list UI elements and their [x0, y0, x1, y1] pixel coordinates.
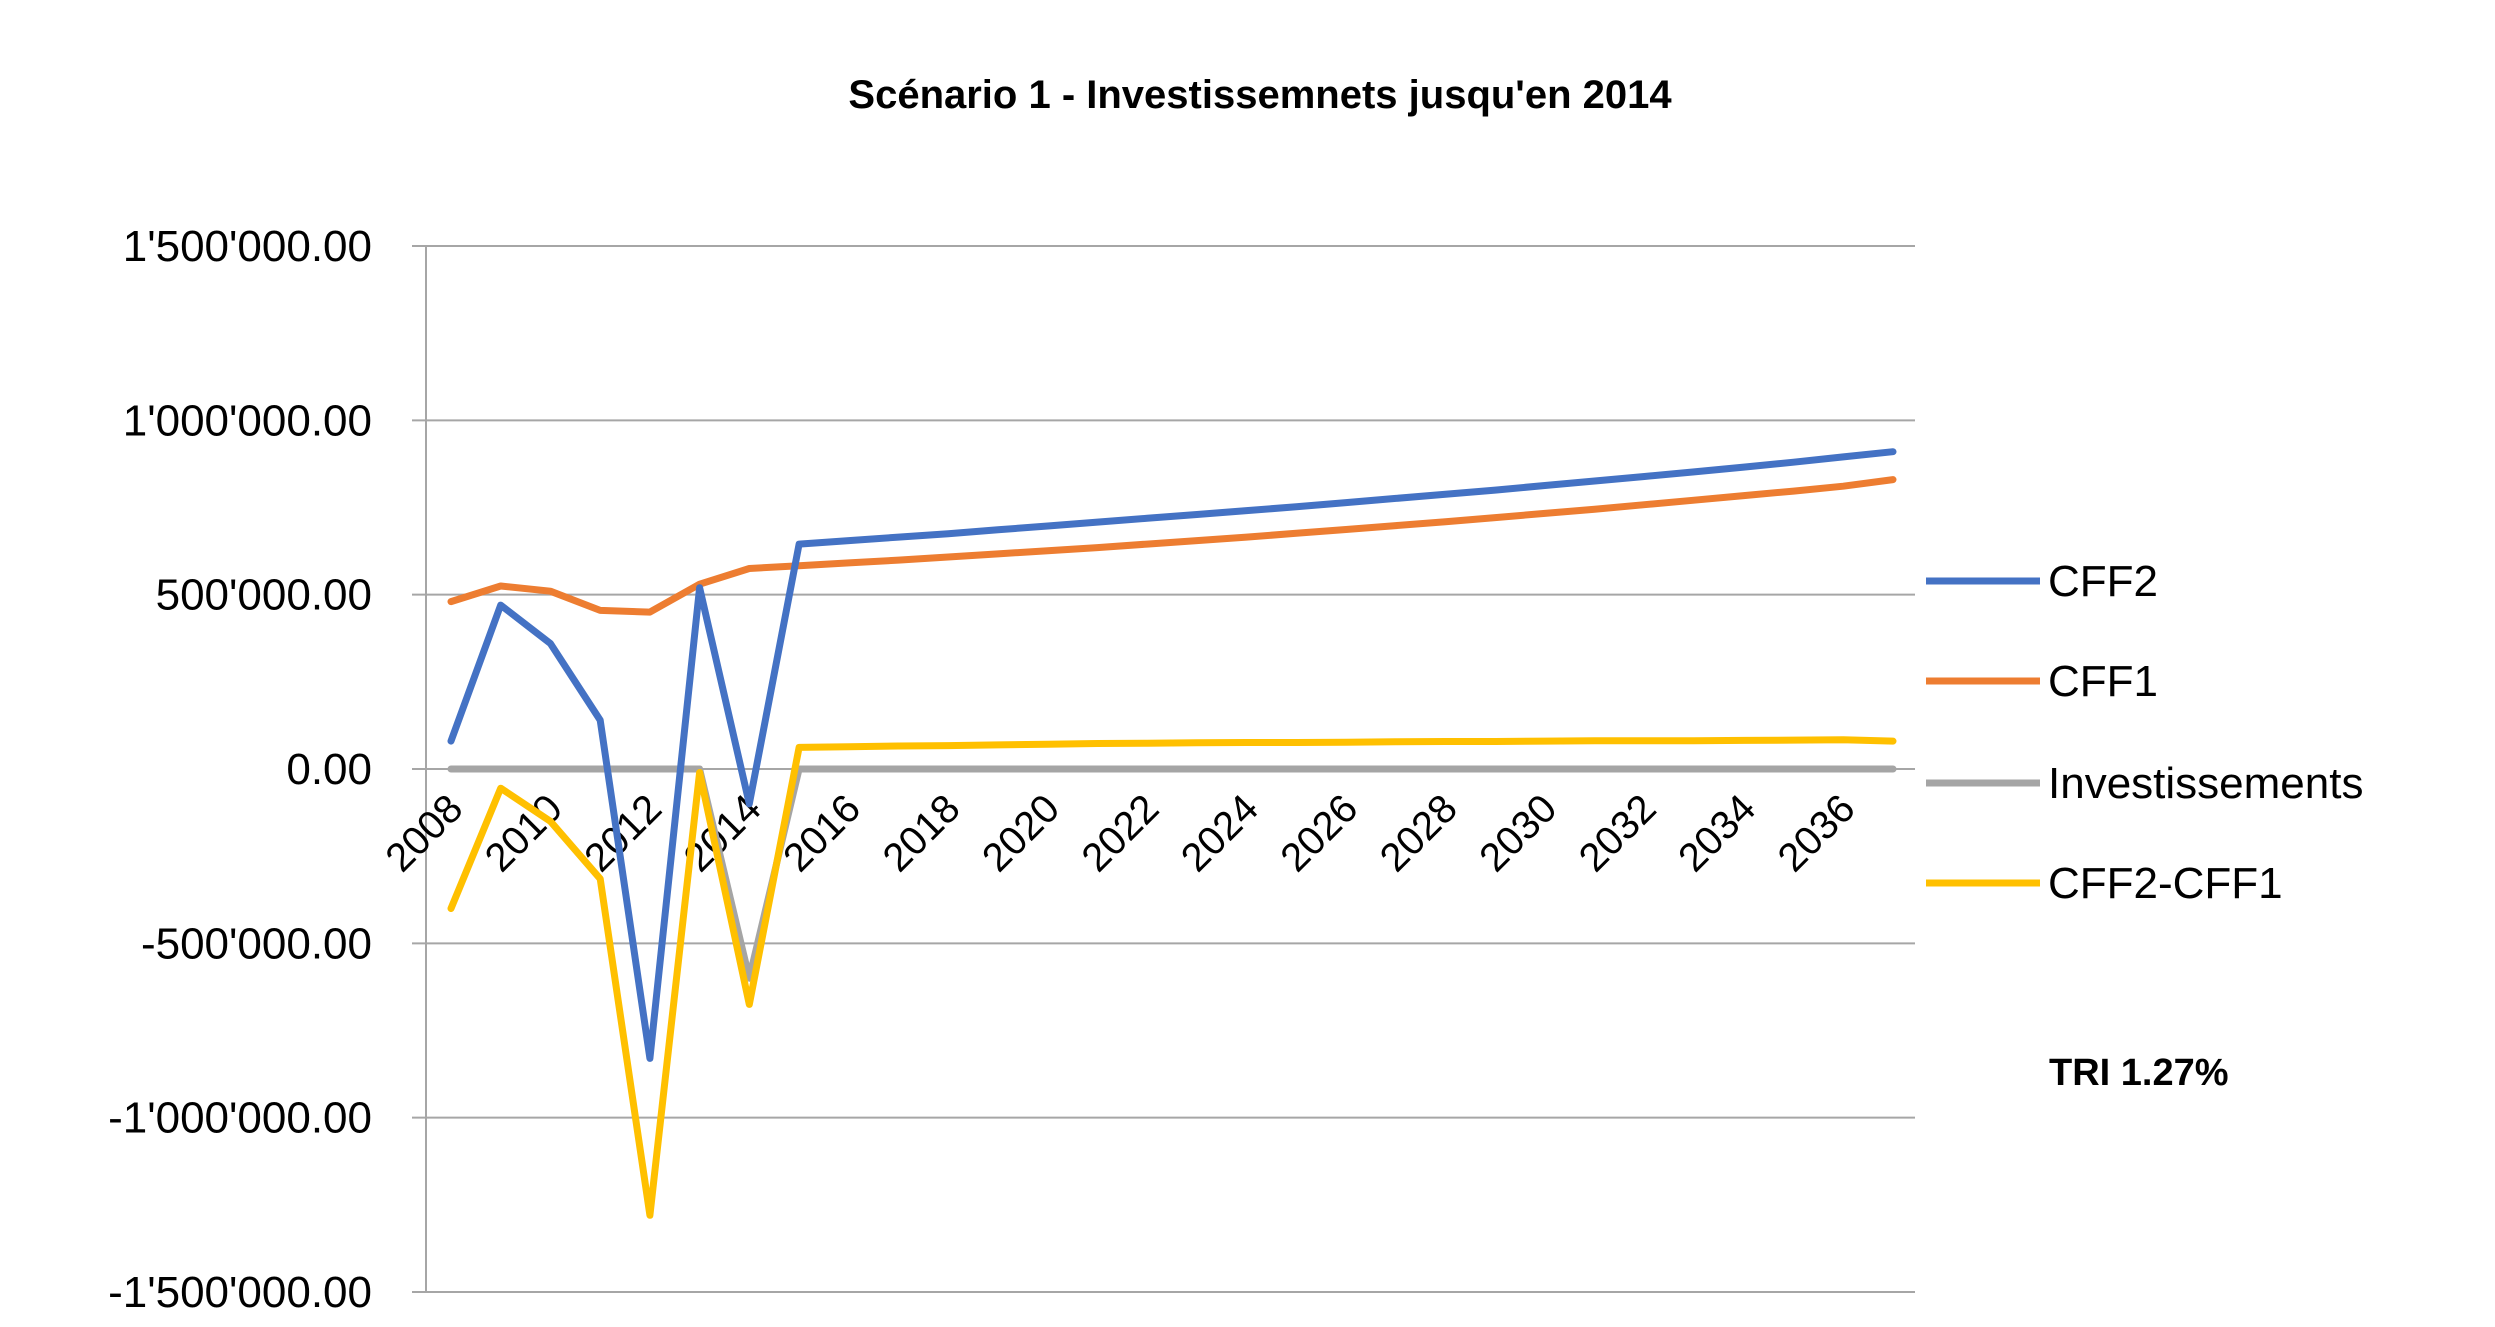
x-tick-label: 2030 [1471, 786, 1565, 880]
series-line-cff1 [447, 476, 1897, 616]
series-line-cff2-cff1 [447, 736, 1897, 1219]
y-tick-label: -1'500'000.00 [108, 1268, 372, 1317]
x-tick-label: 2018 [875, 786, 969, 880]
x-tick-label: 2036 [1770, 786, 1864, 880]
x-tick-label: 2022 [1073, 786, 1167, 880]
series-line-investissements [447, 765, 1897, 982]
y-tick-label: 1'000'000.00 [123, 396, 372, 445]
x-tick-label: 2028 [1372, 786, 1466, 880]
y-tick-label: 0.00 [286, 745, 372, 794]
x-tick-label: 2026 [1272, 786, 1366, 880]
x-tick-label: 2024 [1173, 786, 1267, 880]
series-lines [447, 448, 1897, 1219]
chart-title: Scénario 1 - Investissemnets jusqu'en 20… [848, 73, 1672, 117]
y-tick-label: 500'000.00 [156, 571, 372, 620]
x-tick-label: 2034 [1670, 786, 1764, 880]
y-axis: 1'500'000.00 1'000'000.00 500'000.00 0.00 -5… [108, 222, 427, 1317]
x-tick-label: 2032 [1571, 786, 1665, 880]
x-axis: 2008 2010 2012 2014 2016 2018 2020 2022 2024 2026… [377, 786, 1863, 880]
irr-annotation: TRI 1.27% [2049, 1052, 2229, 1094]
legend-label: CFF2 [2048, 557, 2158, 606]
legend-label: CFF2-CFF1 [2048, 859, 2283, 908]
y-tick-label: -500'000.00 [141, 919, 372, 968]
legend: CFF2 CFF1 Investissements CFF2-CFF1 [1926, 557, 2363, 908]
legend-label: Investissements [2048, 759, 2363, 808]
series-line-cff2 [447, 448, 1897, 1062]
x-tick-label: 2020 [974, 786, 1068, 880]
y-tick-label: -1'000'000.00 [108, 1094, 372, 1143]
legend-label: CFF1 [2048, 657, 2158, 706]
y-tick-label: 1'500'000.00 [123, 222, 372, 271]
x-tick-label: 2008 [377, 786, 471, 880]
